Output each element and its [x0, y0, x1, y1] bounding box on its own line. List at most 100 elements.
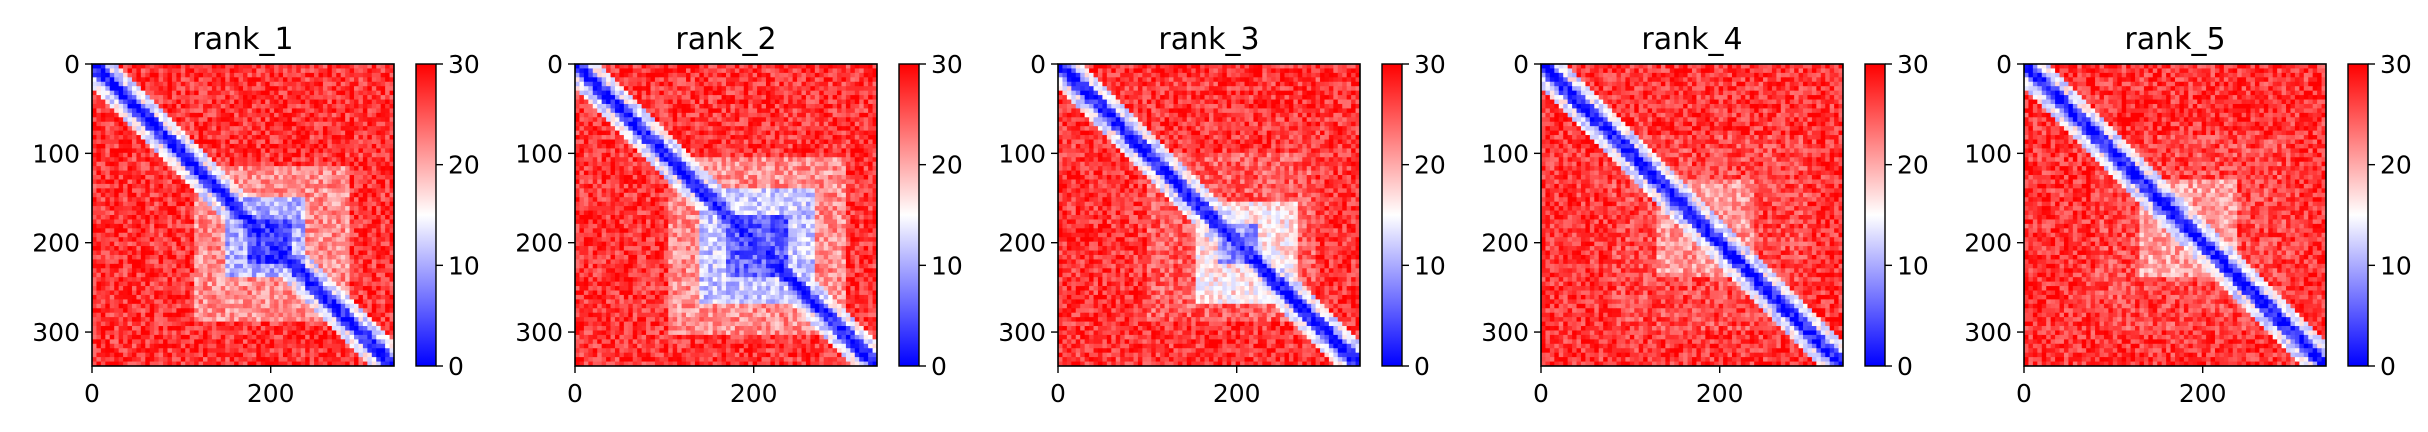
heatmap-cell — [251, 308, 257, 314]
heatmap-cell — [371, 263, 377, 269]
heatmap-cell — [163, 210, 168, 216]
heatmap-cell — [300, 237, 306, 243]
heatmap-cell — [207, 170, 213, 176]
heatmap-cell — [681, 68, 687, 74]
heatmap-cell — [149, 290, 155, 296]
heatmap-cell — [145, 206, 151, 211]
heatmap-cell — [118, 343, 124, 349]
heatmap-cell — [207, 157, 213, 163]
heatmap-cell — [163, 330, 168, 336]
heatmap-cell — [229, 232, 235, 238]
heatmap-cell — [646, 68, 651, 74]
heatmap-cell — [345, 77, 350, 83]
heatmap-cell — [145, 232, 151, 238]
heatmap-cell — [105, 352, 111, 358]
heatmap-cell — [109, 188, 115, 194]
heatmap-cell — [322, 157, 328, 163]
heatmap-cell — [269, 86, 275, 92]
heatmap-cell — [194, 272, 199, 278]
heatmap-cell — [118, 170, 124, 176]
heatmap-cell — [309, 95, 315, 100]
heatmap-cell — [336, 237, 342, 243]
heatmap-cell — [305, 241, 311, 247]
heatmap-cell — [247, 334, 253, 340]
heatmap-cell — [265, 303, 271, 309]
heatmap-cell — [158, 228, 164, 234]
heatmap-cell — [118, 90, 124, 96]
heatmap-cell — [305, 250, 311, 256]
heatmap-cell — [349, 112, 355, 118]
heatmap-cell — [180, 246, 186, 251]
heatmap-cell — [100, 103, 106, 109]
heatmap-cell — [251, 210, 257, 216]
heatmap-cell — [185, 157, 191, 163]
heatmap-cell — [243, 86, 248, 92]
heatmap-cell — [296, 183, 302, 189]
heatmap-cell — [216, 72, 222, 78]
heatmap-cell — [194, 321, 199, 327]
heatmap-cell — [318, 86, 324, 92]
heatmap-cell — [140, 126, 146, 132]
heatmap-cell — [123, 152, 128, 158]
heatmap-cell — [247, 232, 253, 238]
heatmap-cell — [96, 361, 102, 367]
heatmap-cell — [331, 126, 337, 132]
heatmap-cell — [376, 179, 382, 185]
heatmap-cell — [269, 77, 275, 83]
heatmap-cell — [296, 201, 302, 207]
heatmap-cell — [345, 228, 350, 234]
heatmap-cell — [694, 64, 700, 69]
heatmap-cell — [189, 143, 195, 149]
heatmap-cell — [149, 343, 155, 349]
heatmap-cell — [207, 223, 213, 229]
heatmap-cell — [180, 170, 186, 176]
heatmap-cell — [211, 228, 217, 234]
heatmap-cell — [149, 268, 155, 274]
heatmap-cell — [176, 117, 182, 123]
heatmap-cell — [225, 312, 231, 318]
heatmap-cell — [194, 135, 199, 140]
heatmap-cell — [309, 303, 315, 309]
heatmap-cell — [389, 170, 395, 176]
heatmap-cell — [158, 219, 164, 225]
heatmap-cell — [739, 77, 745, 83]
heatmap-cell — [318, 161, 324, 167]
heatmap-cell — [114, 188, 120, 194]
heatmap-cell — [340, 117, 346, 123]
heatmap-cell — [376, 99, 382, 105]
heatmap-cell — [389, 223, 395, 229]
heatmap-cell — [189, 64, 195, 69]
heatmap-cell — [354, 303, 359, 309]
heatmap-cell — [385, 179, 390, 185]
heatmap-cell — [131, 161, 137, 167]
heatmap-cell — [274, 103, 279, 109]
heatmap-cell — [287, 294, 293, 300]
heatmap-cell — [251, 246, 257, 251]
heatmap-cell — [282, 135, 288, 140]
heatmap-cell — [114, 112, 120, 118]
heatmap-cell — [105, 361, 111, 367]
heatmap-cell — [282, 64, 288, 69]
heatmap-cell — [220, 246, 226, 251]
heatmap-cell — [216, 334, 222, 340]
heatmap-cell — [167, 188, 173, 194]
heatmap-cell — [362, 223, 368, 229]
heatmap-cell — [100, 308, 106, 314]
heatmap-cell — [163, 135, 168, 140]
heatmap-cell — [136, 263, 142, 269]
heatmap-cell — [340, 64, 346, 69]
heatmap-cell — [243, 68, 248, 74]
heatmap-cell — [686, 81, 691, 87]
heatmap-cell — [814, 64, 820, 69]
heatmap-cell — [345, 148, 350, 154]
heatmap-cell — [340, 148, 346, 154]
heatmap-cell — [274, 250, 279, 256]
heatmap-cell — [185, 170, 191, 176]
heatmap-cell — [234, 86, 239, 92]
heatmap-cell — [145, 299, 151, 305]
heatmap-cell — [247, 126, 253, 132]
heatmap-cell — [291, 290, 297, 296]
heatmap-cell — [340, 250, 346, 256]
heatmap-cell — [305, 108, 311, 114]
heatmap-cell — [269, 152, 275, 158]
